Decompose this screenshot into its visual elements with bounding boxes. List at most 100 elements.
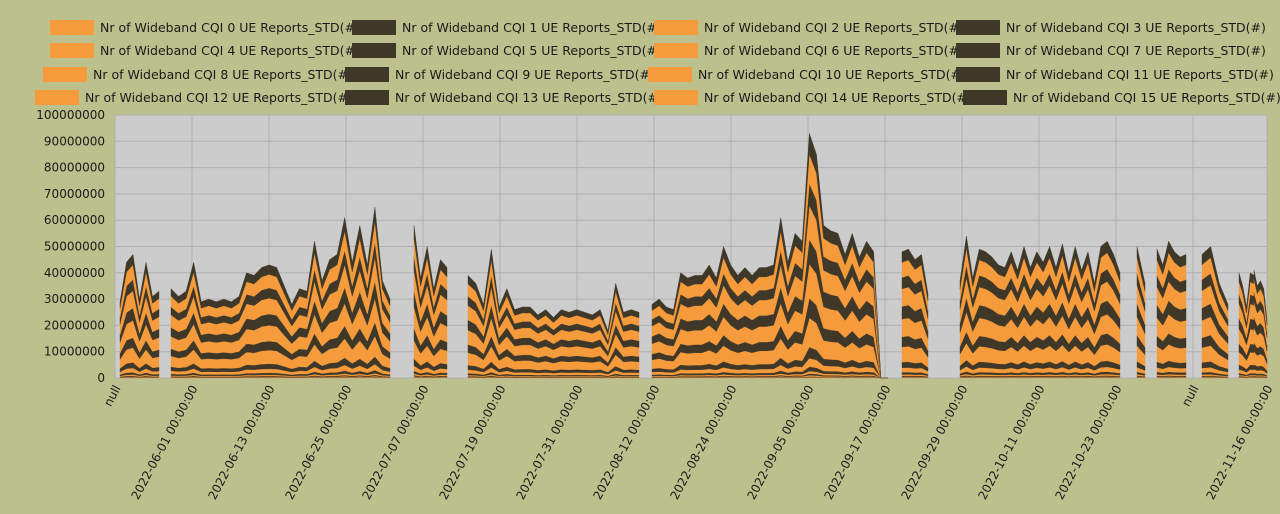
legend-label: Nr of Wideband CQI 15 UE Reports_STD(#)	[1013, 89, 1280, 105]
y-tick-label: 90000000	[44, 134, 105, 148]
legend-label: Nr of Wideband CQI 13 UE Reports_STD(#)	[395, 89, 663, 105]
y-tick-label: 100000000	[36, 108, 105, 122]
area-segment	[413, 225, 448, 379]
area-segment	[467, 249, 640, 379]
x-tick-label: 2022-09-29 00:00:00	[898, 383, 970, 502]
legend-item[interactable]: Nr of Wideband CQI 15 UE Reports_STD(#)	[963, 87, 1280, 107]
x-tick-label: null	[101, 383, 124, 409]
x-tick-label: 2022-09-17 00:00:00	[821, 383, 893, 502]
y-tick-label: 50000000	[44, 240, 105, 254]
x-tick-label: 2022-06-13 00:00:00	[205, 383, 277, 502]
legend-item[interactable]: Nr of Wideband CQI 13 UE Reports_STD(#)	[345, 87, 663, 107]
legend-item[interactable]: Nr of Wideband CQI 10 UE Reports_STD(#)	[648, 64, 966, 84]
legend-label: Nr of Wideband CQI 6 UE Reports_STD(#)	[704, 42, 964, 58]
legend-swatch	[654, 89, 698, 105]
legend-item[interactable]: Nr of Wideband CQI 14 UE Reports_STD(#)	[654, 87, 972, 107]
legend-swatch	[648, 66, 692, 82]
legend-item[interactable]: Nr of Wideband CQI 8 UE Reports_STD(#)	[43, 64, 353, 84]
legend-swatch	[50, 19, 94, 35]
legend-swatch	[956, 42, 1000, 58]
legend-swatch	[35, 89, 79, 105]
legend-label: Nr of Wideband CQI 9 UE Reports_STD(#)	[395, 66, 655, 82]
series-area	[170, 207, 391, 312]
x-tick-label: 2022-06-01 00:00:00	[128, 383, 200, 502]
x-tick-label: 2022-10-11 00:00:00	[975, 383, 1047, 502]
x-tick-label: 2022-08-12 00:00:00	[590, 383, 662, 502]
legend-label: Nr of Wideband CQI 3 UE Reports_STD(#)	[1006, 19, 1266, 35]
legend-item[interactable]: Nr of Wideband CQI 11 UE Reports_STD(#)	[956, 64, 1274, 84]
series-area	[413, 225, 448, 297]
series-area	[1253, 270, 1268, 326]
y-tick-label: 40000000	[44, 266, 105, 280]
series-area	[901, 248, 929, 301]
legend: Nr of Wideband CQI 0 UE Reports_STD(#) Nr…	[0, 0, 1280, 112]
legend-swatch	[345, 66, 389, 82]
legend-item[interactable]: Nr of Wideband CQI 0 UE Reports_STD(#)	[50, 17, 360, 37]
area-segment	[119, 253, 160, 379]
legend-label: Nr of Wideband CQI 12 UE Reports_STD(#)	[85, 89, 353, 105]
legend-item[interactable]: Nr of Wideband CQI 5 UE Reports_STD(#)	[352, 40, 662, 60]
area-segment	[170, 207, 391, 379]
series-area	[1136, 246, 1146, 292]
legend-item[interactable]: Nr of Wideband CQI 2 UE Reports_STD(#)	[654, 17, 964, 37]
y-tick-label: 80000000	[44, 161, 105, 175]
x-tick-label: 2022-07-07 00:00:00	[359, 383, 431, 502]
x-tick-label: 2022-10-23 00:00:00	[1052, 383, 1124, 502]
x-tick-label: 2022-07-31 00:00:00	[513, 383, 585, 502]
legend-label: Nr of Wideband CQI 11 UE Reports_STD(#)	[1006, 66, 1274, 82]
legend-item[interactable]: Nr of Wideband CQI 4 UE Reports_STD(#)	[50, 40, 360, 60]
legend-item[interactable]: Nr of Wideband CQI 7 UE Reports_STD(#)	[956, 40, 1266, 60]
x-tick-label: null	[1179, 383, 1202, 409]
legend-item[interactable]: Nr of Wideband CQI 12 UE Reports_STD(#)	[35, 87, 353, 107]
y-tick-label: 30000000	[44, 292, 105, 306]
x-tick-label: 2022-09-05 00:00:00	[744, 383, 816, 502]
legend-label: Nr of Wideband CQI 1 UE Reports_STD(#)	[402, 19, 662, 35]
x-tick-label: 2022-11-16 00:00:00	[1203, 383, 1275, 502]
legend-swatch	[352, 42, 396, 58]
series-area	[959, 235, 1121, 292]
legend-item[interactable]: Nr of Wideband CQI 9 UE Reports_STD(#)	[345, 64, 655, 84]
area-segment	[901, 248, 929, 379]
series-area	[651, 133, 888, 379]
x-tick-label: 2022-07-19 00:00:00	[436, 383, 508, 502]
legend-item[interactable]: Nr of Wideband CQI 3 UE Reports_STD(#)	[956, 17, 1266, 37]
y-tick-label: 10000000	[44, 345, 105, 359]
legend-item[interactable]: Nr of Wideband CQI 1 UE Reports_STD(#)	[352, 17, 662, 37]
area-segment	[959, 235, 1121, 379]
y-tick-label: 20000000	[44, 318, 105, 332]
series-area	[119, 253, 160, 309]
legend-swatch	[50, 42, 94, 58]
area-segment	[1253, 270, 1268, 379]
legend-swatch	[956, 19, 1000, 35]
legend-label: Nr of Wideband CQI 8 UE Reports_STD(#)	[93, 66, 353, 82]
x-tick-label: 2022-08-24 00:00:00	[667, 383, 739, 502]
series-area	[1156, 240, 1187, 276]
area-segment	[1136, 246, 1146, 379]
y-tick-label: 0	[97, 371, 105, 385]
legend-label: Nr of Wideband CQI 7 UE Reports_STD(#)	[1006, 42, 1266, 58]
series-area	[1201, 246, 1229, 311]
legend-swatch	[956, 66, 1000, 82]
legend-swatch	[352, 19, 396, 35]
y-tick-label: 70000000	[44, 187, 105, 201]
legend-label: Nr of Wideband CQI 5 UE Reports_STD(#)	[402, 42, 662, 58]
area-segment	[1201, 246, 1229, 379]
legend-label: Nr of Wideband CQI 14 UE Reports_STD(#)	[704, 89, 972, 105]
legend-item[interactable]: Nr of Wideband CQI 6 UE Reports_STD(#)	[654, 40, 964, 60]
legend-swatch	[654, 19, 698, 35]
legend-swatch	[345, 89, 389, 105]
legend-label: Nr of Wideband CQI 2 UE Reports_STD(#)	[704, 19, 964, 35]
legend-swatch	[963, 89, 1007, 105]
series-area	[467, 249, 640, 336]
legend-swatch	[43, 66, 87, 82]
legend-label: Nr of Wideband CQI 4 UE Reports_STD(#)	[100, 42, 360, 58]
y-tick-label: 60000000	[44, 213, 105, 227]
area-segment	[651, 133, 888, 379]
area-segment	[1238, 272, 1255, 379]
legend-swatch	[654, 42, 698, 58]
legend-label: Nr of Wideband CQI 0 UE Reports_STD(#)	[100, 19, 360, 35]
x-tick-label: 2022-06-25 00:00:00	[282, 383, 354, 502]
area-segment	[1156, 240, 1187, 379]
legend-label: Nr of Wideband CQI 10 UE Reports_STD(#)	[698, 66, 966, 82]
